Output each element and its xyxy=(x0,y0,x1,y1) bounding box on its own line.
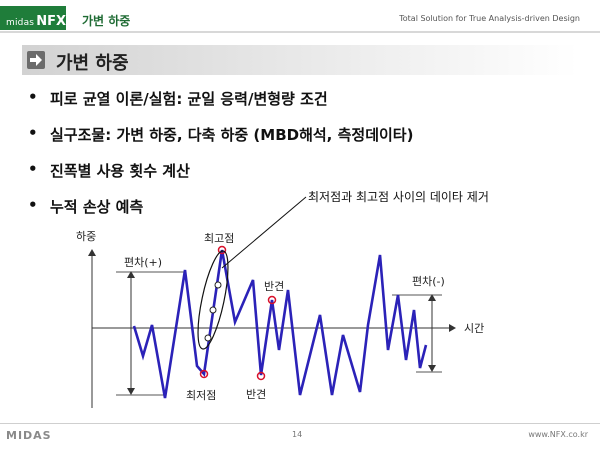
bullet-item: • 누적 손상 예측 xyxy=(24,196,584,232)
reversal-top-marker xyxy=(267,295,277,305)
removed-point xyxy=(214,281,222,289)
bullet-item: • 피로 균열 이론/실험: 균일 응력/변형량 조건 xyxy=(24,88,584,124)
x-axis-label: 시간 xyxy=(464,322,484,335)
footer-logo: MIDAS xyxy=(6,429,52,442)
brand-logo: midas NFX xyxy=(0,6,66,30)
bullet-marker: • xyxy=(28,160,38,178)
bullet-marker: • xyxy=(28,124,38,142)
header-divider xyxy=(0,31,600,33)
bullet-text: 진폭별 사용 횟수 계산 xyxy=(50,162,190,180)
page-number: 14 xyxy=(292,430,303,439)
reversal-bottom-label: 반견 xyxy=(246,388,266,401)
removed-point xyxy=(204,334,212,342)
reversal-bottom-marker xyxy=(256,371,266,381)
min-point-label: 최저점 xyxy=(186,389,216,402)
slide-header: midas NFX 가변 하중 Total Solution for True A… xyxy=(0,0,600,30)
callout-text: 최저점과 최고점 사이의 데이타 제거 xyxy=(308,190,489,204)
arrow-right-icon xyxy=(27,51,45,69)
slide-title-bar: 가변 하중 xyxy=(22,45,578,75)
footer-url: www.NFX.co.kr xyxy=(528,430,588,439)
min-point-marker xyxy=(199,369,209,379)
load-signal-line xyxy=(132,249,428,399)
max-point-marker xyxy=(217,245,227,255)
header-tagline: Total Solution for True Analysis-driven … xyxy=(399,14,580,23)
bullet-marker: • xyxy=(28,196,38,214)
bullet-text: 누적 손상 예측 xyxy=(50,198,144,216)
bullet-text: 실구조물: 가변 하중, 다축 하중 (MBD해석, 측정데이타) xyxy=(50,126,414,144)
footer-divider xyxy=(0,423,600,424)
bullet-list: • 피로 균열 이론/실험: 균일 응력/변형량 조건 • 실구조물: 가변 하… xyxy=(24,88,584,232)
max-point-label: 최고점 xyxy=(204,232,234,245)
reversal-top-label: 반견 xyxy=(264,280,284,293)
y-axis-label: 하중 xyxy=(76,229,96,243)
logo-big-text: NFX xyxy=(36,14,66,29)
bullet-item: • 진폭별 사용 횟수 계산 xyxy=(24,160,584,196)
section-title: 가변 하중 xyxy=(82,14,131,28)
range-plus-label: 편차(+) xyxy=(124,256,162,269)
bullet-text: 피로 균열 이론/실험: 균일 응력/변형량 조건 xyxy=(50,90,328,108)
bullet-marker: • xyxy=(28,88,38,106)
callout-leader xyxy=(221,196,307,269)
logo-small-text: midas xyxy=(6,18,35,28)
removed-point xyxy=(209,306,217,314)
removed-data-ellipse xyxy=(197,250,229,350)
range-minus-label: 편차(-) xyxy=(412,275,445,288)
bullet-item: • 실구조물: 가변 하중, 다축 하중 (MBD해석, 측정데이타) xyxy=(24,124,584,160)
slide-title: 가변 하중 xyxy=(56,53,129,74)
